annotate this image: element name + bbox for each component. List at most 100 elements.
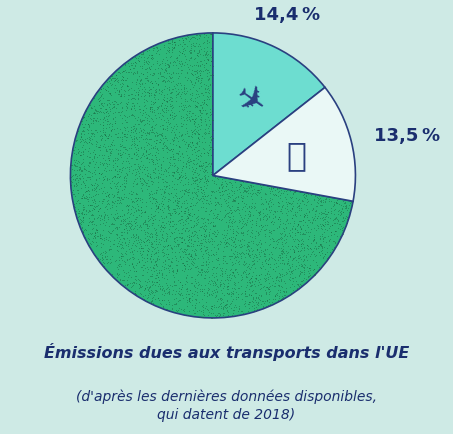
Point bbox=[238, 206, 246, 213]
Point bbox=[111, 85, 118, 92]
Point bbox=[159, 141, 166, 148]
Point bbox=[220, 280, 227, 287]
Point bbox=[312, 259, 319, 266]
Point bbox=[175, 61, 183, 68]
Point bbox=[204, 236, 212, 243]
Point bbox=[213, 251, 220, 258]
Point bbox=[87, 241, 95, 248]
Point bbox=[138, 132, 145, 139]
Point bbox=[123, 124, 130, 131]
Point bbox=[144, 183, 151, 190]
Point bbox=[134, 233, 141, 240]
Point bbox=[125, 164, 133, 171]
Point bbox=[202, 139, 209, 146]
Point bbox=[200, 92, 207, 99]
Point bbox=[212, 293, 219, 299]
Point bbox=[163, 68, 170, 75]
Point bbox=[82, 195, 90, 202]
Point bbox=[232, 244, 239, 251]
Point bbox=[175, 108, 182, 115]
Point bbox=[140, 267, 147, 274]
Point bbox=[176, 58, 183, 65]
Point bbox=[308, 207, 316, 214]
Point bbox=[85, 222, 92, 229]
Point bbox=[174, 151, 182, 158]
Point bbox=[169, 210, 176, 217]
Point bbox=[266, 195, 274, 202]
Point bbox=[251, 235, 258, 242]
Point bbox=[121, 125, 129, 132]
Point bbox=[184, 242, 192, 249]
Point bbox=[98, 92, 105, 99]
Point bbox=[101, 106, 109, 113]
Point bbox=[223, 308, 231, 315]
Point bbox=[248, 251, 255, 258]
Point bbox=[251, 261, 258, 268]
Point bbox=[156, 157, 163, 164]
Point bbox=[174, 205, 181, 212]
Point bbox=[230, 190, 237, 197]
Point bbox=[293, 236, 300, 243]
Point bbox=[160, 215, 167, 222]
Point bbox=[138, 144, 145, 151]
Point bbox=[294, 200, 301, 207]
Point bbox=[201, 177, 208, 184]
Point bbox=[282, 288, 289, 295]
Point bbox=[117, 183, 124, 190]
Point bbox=[77, 118, 85, 125]
Point bbox=[228, 291, 235, 298]
Point bbox=[317, 241, 324, 248]
Point bbox=[199, 164, 206, 171]
Point bbox=[304, 251, 312, 258]
Point bbox=[186, 116, 193, 123]
Point bbox=[171, 129, 178, 136]
Point bbox=[279, 239, 286, 246]
Point bbox=[194, 289, 201, 296]
Point bbox=[194, 265, 201, 272]
Point bbox=[173, 166, 181, 173]
Point bbox=[201, 99, 208, 106]
Point bbox=[305, 247, 312, 253]
Point bbox=[179, 47, 187, 54]
Point bbox=[164, 61, 171, 68]
Point bbox=[288, 208, 295, 215]
Point bbox=[145, 93, 152, 100]
Point bbox=[106, 112, 113, 119]
Point bbox=[108, 185, 115, 192]
Point bbox=[180, 154, 187, 161]
Point bbox=[311, 271, 318, 278]
Point bbox=[85, 168, 92, 175]
Point bbox=[117, 250, 124, 257]
Point bbox=[104, 227, 111, 234]
Point bbox=[77, 134, 85, 141]
Point bbox=[204, 161, 211, 168]
Point bbox=[196, 158, 203, 165]
Point bbox=[319, 236, 327, 243]
Point bbox=[165, 41, 173, 48]
Point bbox=[160, 70, 168, 77]
Point bbox=[148, 105, 155, 112]
Point bbox=[154, 279, 161, 286]
Point bbox=[276, 289, 284, 296]
Point bbox=[156, 136, 163, 143]
Point bbox=[254, 187, 261, 194]
Point bbox=[102, 88, 110, 95]
Point bbox=[115, 130, 122, 137]
Point bbox=[144, 112, 151, 119]
Point bbox=[103, 113, 110, 120]
Point bbox=[176, 285, 183, 292]
Point bbox=[275, 277, 282, 284]
Point bbox=[178, 165, 186, 172]
Point bbox=[245, 246, 252, 253]
Point bbox=[174, 177, 182, 184]
Point bbox=[182, 265, 189, 272]
Point bbox=[212, 293, 219, 299]
Point bbox=[170, 171, 178, 178]
Point bbox=[82, 227, 90, 233]
Point bbox=[150, 47, 157, 54]
Point bbox=[127, 91, 134, 98]
Point bbox=[98, 100, 105, 107]
Point bbox=[186, 49, 193, 56]
Point bbox=[179, 260, 187, 266]
Point bbox=[159, 108, 166, 115]
